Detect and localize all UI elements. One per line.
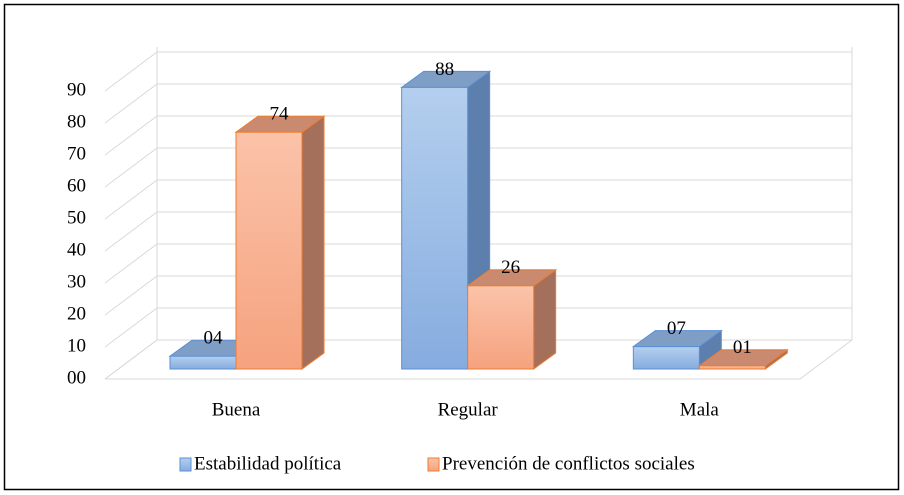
bar [698, 365, 766, 370]
bar [235, 131, 303, 370]
bar [401, 86, 469, 370]
y-tick-label: 20 [67, 303, 86, 324]
y-tick-label: 60 [67, 175, 86, 196]
grid-line [104, 179, 852, 220]
data-label: 01 [733, 337, 752, 358]
legend-label: Prevención de conflictos sociales [442, 453, 695, 474]
bar [467, 285, 535, 370]
grid-line [104, 115, 852, 156]
bar-side [301, 115, 325, 370]
grid-line [104, 83, 852, 124]
y-tick-label: 40 [67, 239, 86, 260]
data-label: 04 [204, 328, 224, 349]
y-tick-label: 50 [67, 207, 86, 228]
x-tick-label: Mala [680, 399, 720, 420]
data-label: 07 [667, 318, 686, 339]
x-tick-label: Buena [212, 399, 261, 420]
y-tick-label: 80 [67, 111, 86, 132]
grid-line [104, 339, 852, 380]
bar [169, 355, 237, 370]
grid-line [104, 147, 852, 188]
floor-front [105, 339, 853, 380]
grid-line [104, 243, 852, 284]
data-label: 88 [435, 59, 454, 80]
y-tick-label: 10 [67, 335, 86, 356]
data-label: 74 [270, 104, 290, 125]
y-tick-label: 00 [67, 367, 86, 388]
grid-line [104, 51, 852, 92]
grid-line [104, 307, 852, 348]
data-label: 26 [501, 257, 520, 278]
y-tick-label: 70 [67, 143, 86, 164]
legend-swatch [179, 457, 192, 472]
legend-swatch [427, 457, 440, 472]
grid-line [104, 211, 852, 252]
x-tick-label: Regular [438, 399, 499, 420]
bar [632, 346, 700, 370]
grid-line [104, 275, 852, 316]
y-tick-label: 30 [67, 271, 86, 292]
bar-side [533, 268, 557, 370]
y-tick-label: 90 [67, 79, 86, 100]
legend-label: Estabilidad política [194, 453, 342, 474]
